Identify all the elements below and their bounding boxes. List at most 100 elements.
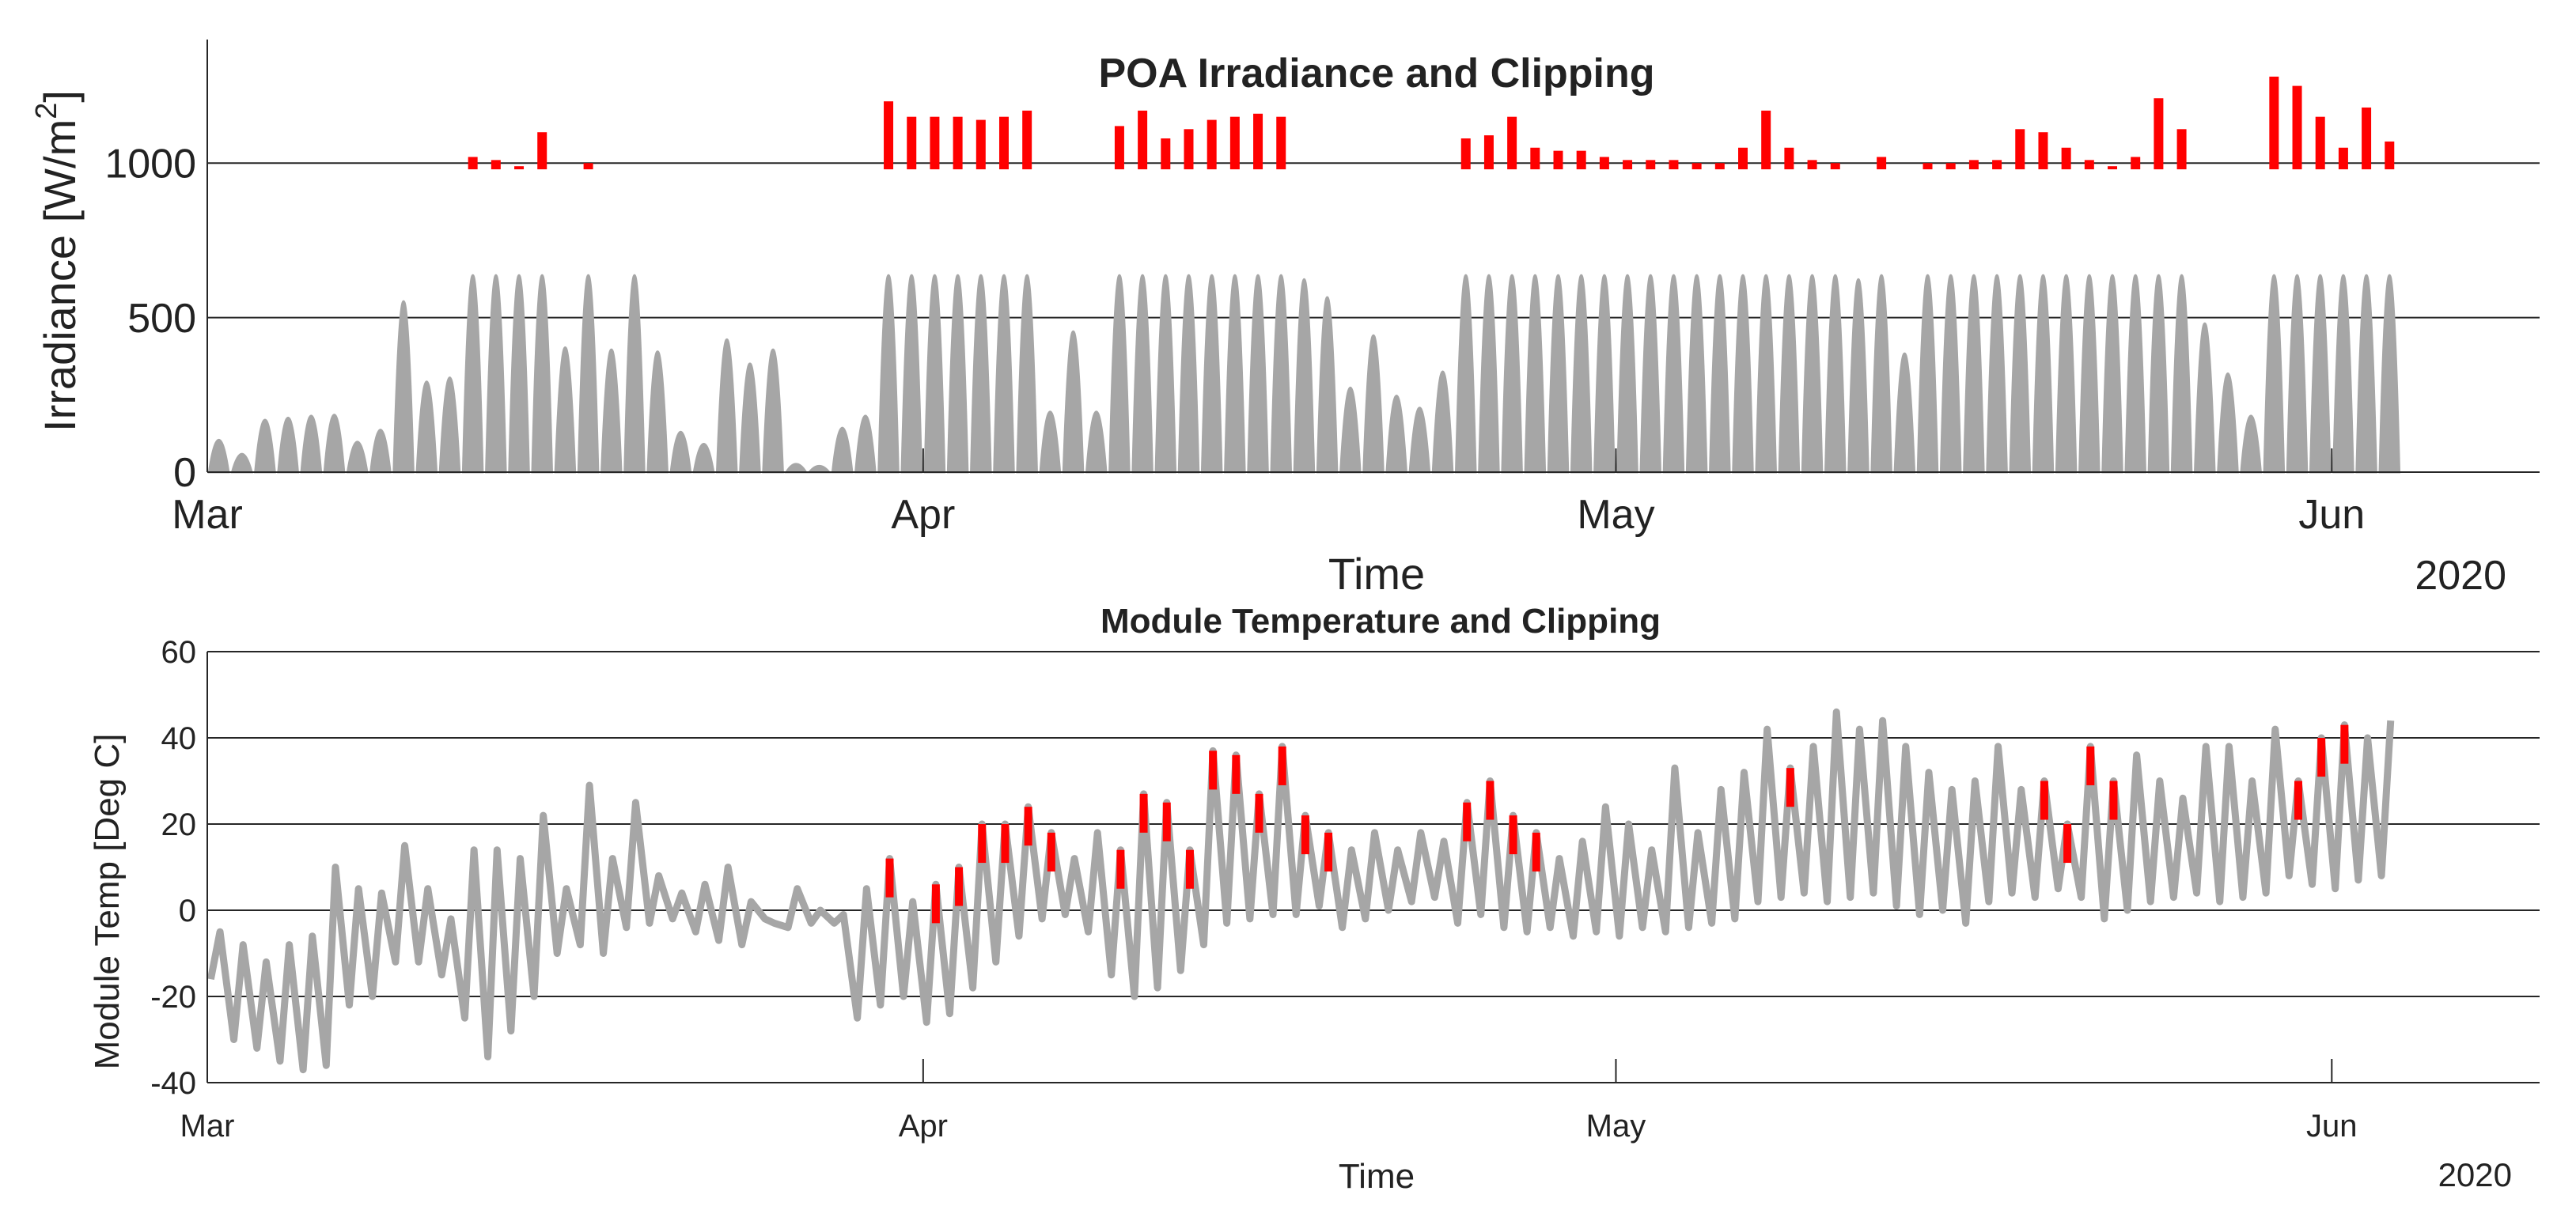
clipped-irradiance-mark bbox=[930, 116, 940, 170]
clipped-irradiance-mark bbox=[2154, 98, 2164, 170]
irradiance-day-band bbox=[1316, 296, 1339, 474]
irradiance-y-tick-labels: 0 500 1000 bbox=[104, 141, 196, 496]
clipped-irradiance-mark bbox=[1761, 110, 1771, 170]
irradiance-y-axis-label: Irradiance [W/m2] bbox=[30, 90, 85, 432]
irradiance-day-band bbox=[2124, 274, 2147, 474]
irradiance-day-band bbox=[2055, 274, 2078, 474]
irradiance-day-band bbox=[1478, 274, 1500, 474]
irradiance-day-band bbox=[993, 274, 1015, 474]
irradiance-day-band bbox=[1039, 410, 1062, 474]
x-tick-label: Apr bbox=[899, 1109, 948, 1144]
temperature-points bbox=[206, 708, 2395, 1074]
irradiance-day-band bbox=[946, 274, 969, 474]
clipped-irradiance-mark bbox=[1207, 119, 1217, 170]
clipped-irradiance-mark bbox=[2362, 107, 2372, 170]
irradiance-day-band bbox=[1824, 274, 1847, 474]
irradiance-points bbox=[207, 76, 2401, 474]
x-tick-label: Jun bbox=[2298, 492, 2365, 538]
irradiance-day-band bbox=[415, 380, 438, 474]
irradiance-day-band bbox=[369, 429, 392, 474]
irradiance-day-band bbox=[1709, 274, 1731, 474]
irradiance-day-band bbox=[646, 350, 669, 474]
irradiance-day-band bbox=[715, 338, 738, 474]
irradiance-day-band bbox=[600, 348, 623, 474]
clipped-irradiance-mark bbox=[1460, 138, 1471, 170]
irradiance-day-band bbox=[2355, 274, 2377, 474]
clipped-temperature-mark bbox=[2294, 781, 2302, 820]
clipped-temperature-mark bbox=[1209, 751, 1218, 790]
clipped-irradiance-mark bbox=[1530, 147, 1540, 170]
clipped-temperature-mark bbox=[1001, 824, 1010, 864]
clipped-irradiance-mark bbox=[2038, 132, 2048, 170]
irradiance-day-band bbox=[2263, 274, 2286, 474]
clipped-irradiance-mark bbox=[1923, 163, 1933, 170]
y-tick-label: 60 bbox=[161, 635, 197, 670]
irradiance-day-band bbox=[2217, 372, 2239, 474]
clipped-irradiance-mark bbox=[1114, 126, 1124, 170]
irradiance-day-band bbox=[2378, 274, 2401, 474]
irradiance-day-band bbox=[1662, 274, 1685, 474]
clipped-temperature-mark bbox=[1047, 832, 1055, 871]
x-tick-label: Jun bbox=[2306, 1109, 2358, 1144]
clipped-temperature-mark bbox=[1486, 781, 1494, 820]
irradiance-day-band bbox=[1293, 278, 1316, 474]
y-tick-label: 40 bbox=[161, 721, 197, 756]
temperature-chart-title: Module Temperature and Clipping bbox=[1100, 602, 1661, 641]
clipped-irradiance-mark bbox=[1738, 147, 1748, 170]
clipped-temperature-mark bbox=[1024, 807, 1032, 846]
x-tick-label: May bbox=[1577, 492, 1654, 538]
clipped-irradiance-mark bbox=[1184, 129, 1194, 170]
irradiance-day-band bbox=[1224, 274, 1246, 474]
clipped-temperature-mark bbox=[1463, 802, 1472, 841]
irradiance-day-band bbox=[739, 362, 761, 474]
irradiance-day-band bbox=[1385, 395, 1408, 474]
irradiance-day-band bbox=[1847, 278, 1869, 474]
y-tick-label: 500 bbox=[127, 296, 196, 342]
irradiance-day-band bbox=[1893, 353, 1916, 474]
temperature-x-tick-labels: Mar Apr May Jun bbox=[180, 1109, 2358, 1144]
clipped-irradiance-mark bbox=[1276, 116, 1286, 170]
irradiance-day-band bbox=[277, 416, 300, 474]
x-tick-label: Mar bbox=[180, 1109, 235, 1144]
irradiance-day-band bbox=[438, 376, 461, 474]
clipped-temperature-mark bbox=[1301, 815, 1309, 855]
clipped-irradiance-mark bbox=[1138, 110, 1148, 170]
irradiance-day-band bbox=[1870, 274, 1892, 474]
clipped-temperature-mark bbox=[2063, 824, 2072, 864]
x-tick-label: May bbox=[1586, 1109, 1646, 1144]
irradiance-day-band bbox=[300, 414, 323, 474]
irradiance-day-band bbox=[1986, 274, 2008, 474]
clipped-irradiance-mark bbox=[1161, 138, 1171, 170]
clipped-temperature-mark bbox=[978, 824, 987, 864]
temperature-y-axis-label: Module Temp [Deg C] bbox=[88, 734, 127, 1070]
irradiance-day-band bbox=[1016, 274, 1038, 474]
irradiance-chart-title: POA Irradiance and Clipping bbox=[1098, 51, 1654, 96]
clipped-irradiance-mark bbox=[998, 116, 1009, 170]
irradiance-day-band bbox=[2309, 274, 2332, 474]
clipped-irradiance-mark bbox=[1968, 160, 1979, 170]
clipped-temperature-mark bbox=[1162, 802, 1171, 841]
clipped-temperature-mark bbox=[1116, 849, 1125, 889]
clipped-temperature-mark bbox=[1324, 832, 1333, 871]
irradiance-day-band bbox=[1270, 274, 1293, 474]
irradiance-day-band bbox=[623, 274, 646, 474]
irradiance-day-band bbox=[323, 414, 346, 474]
clipped-irradiance-mark bbox=[1784, 147, 1794, 170]
irradiance-year-label: 2020 bbox=[2415, 553, 2506, 599]
irradiance-day-band bbox=[1593, 274, 1616, 474]
irradiance-day-band bbox=[1200, 274, 1223, 474]
clipped-temperature-mark bbox=[1532, 832, 1540, 871]
irradiance-day-band bbox=[1085, 410, 1108, 474]
clipped-irradiance-mark bbox=[583, 163, 593, 170]
clipped-irradiance-mark bbox=[1691, 163, 1702, 170]
clipped-irradiance-mark bbox=[1623, 160, 1633, 170]
clipped-temperature-mark bbox=[931, 884, 940, 924]
irradiance-day-band bbox=[669, 431, 692, 474]
clipped-irradiance-mark bbox=[2084, 160, 2094, 170]
clipped-irradiance-mark bbox=[907, 116, 917, 170]
irradiance-day-band bbox=[1616, 274, 1638, 474]
irradiance-day-band bbox=[2147, 274, 2170, 474]
irradiance-day-band bbox=[1801, 274, 1824, 474]
clipped-irradiance-mark bbox=[1483, 135, 1494, 170]
